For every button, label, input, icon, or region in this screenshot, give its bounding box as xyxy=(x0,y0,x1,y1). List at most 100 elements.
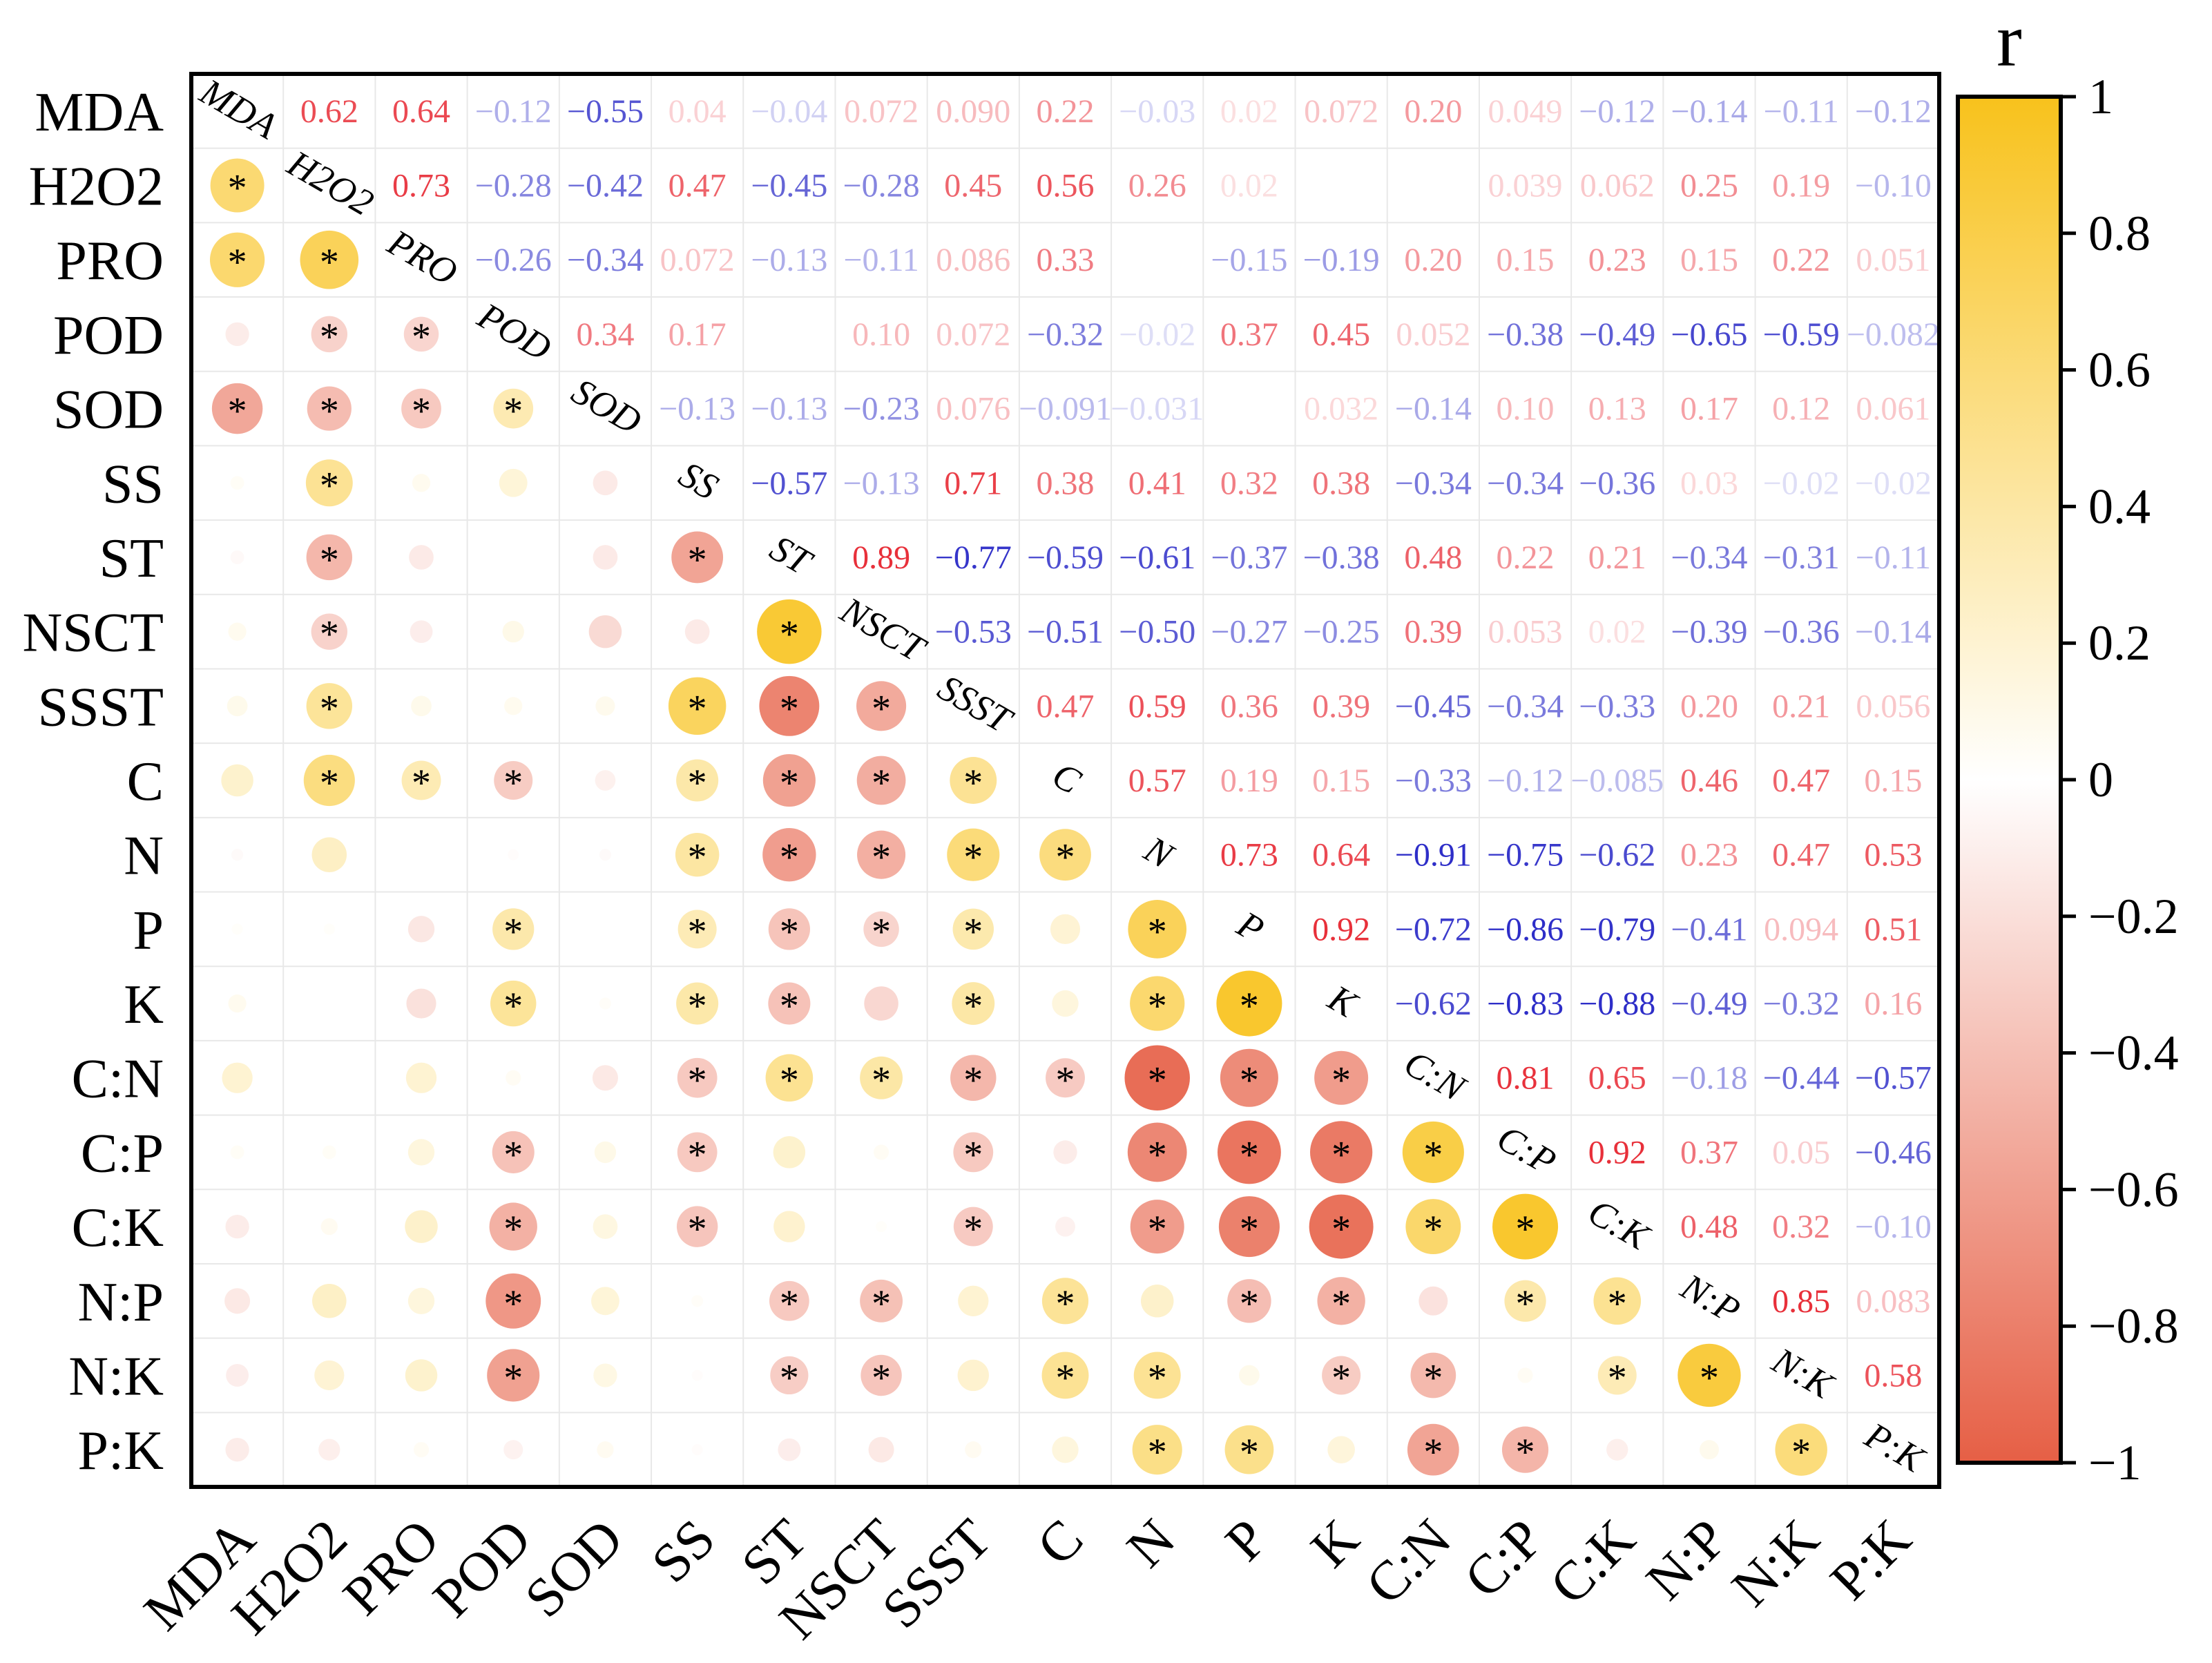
significance-star: * xyxy=(963,836,983,879)
significance-star: * xyxy=(1516,1208,1535,1251)
corr-value-MDA-C: 0.22 xyxy=(1037,93,1095,130)
significance-star: * xyxy=(320,464,339,507)
corr-value-POD-P:K: −0.082 xyxy=(1847,316,1940,353)
corr-circle-C:K-C xyxy=(1055,1216,1075,1237)
corr-value-SS-C:P: −0.34 xyxy=(1487,465,1564,501)
corr-value-C:P-N:P: 0.37 xyxy=(1680,1134,1738,1171)
corr-value-ST-P: −0.37 xyxy=(1211,539,1287,576)
corr-value-POD-NSCT: 0.10 xyxy=(852,316,910,353)
row-label-C:K: C:K xyxy=(72,1198,164,1258)
significance-star: * xyxy=(1331,1133,1351,1176)
corr-value-POD-C:N: 0.052 xyxy=(1396,316,1470,353)
corr-value-ST-N:P: −0.34 xyxy=(1671,539,1747,576)
corr-circle-P-PRO xyxy=(407,916,435,943)
significance-star: * xyxy=(1331,1356,1351,1399)
significance-star: * xyxy=(503,910,523,953)
corr-value-MDA-N: −0.03 xyxy=(1119,93,1195,130)
corr-circle-C:P-NSCT xyxy=(874,1144,889,1160)
corr-value-SOD-K: 0.032 xyxy=(1304,391,1378,427)
significance-star: * xyxy=(780,910,799,953)
colorbar-title: r xyxy=(1997,0,2022,82)
corr-circle-SSST-PRO xyxy=(411,695,432,717)
corr-value-MDA-SS: 0.04 xyxy=(669,93,727,130)
corr-circle-C-POD xyxy=(494,760,533,800)
corr-value-SS-C: 0.38 xyxy=(1037,465,1095,501)
corr-circle-P:K-SS xyxy=(691,1444,703,1456)
corr-circle-ST-SS xyxy=(671,531,724,584)
significance-star: * xyxy=(872,1282,891,1325)
significance-star: * xyxy=(1240,1208,1259,1251)
corr-circle-SSST-SS xyxy=(668,677,727,736)
corr-circle-P-MDA xyxy=(231,923,243,935)
corr-circle-P:K-SOD xyxy=(597,1441,614,1459)
corr-value-PRO-POD: −0.26 xyxy=(475,242,552,278)
significance-star: * xyxy=(963,1059,983,1102)
row-label-C:N: C:N xyxy=(72,1049,164,1110)
colorbar-tick-label: 0.6 xyxy=(2088,343,2151,398)
corr-value-POD-N: −0.02 xyxy=(1119,316,1195,353)
corr-circle-C:N-POD xyxy=(506,1070,521,1086)
significance-star: * xyxy=(1240,1133,1259,1176)
corr-circle-C-PRO xyxy=(401,760,441,800)
corr-value-NSCT-N:P: −0.39 xyxy=(1671,614,1747,651)
corr-circle-SS-MDA xyxy=(230,476,244,490)
corr-circle-N:K-SSST xyxy=(957,1359,989,1392)
corr-circle-P:K-C:K xyxy=(1606,1439,1628,1461)
significance-star: * xyxy=(1056,1356,1075,1399)
corr-circle-N:P-P xyxy=(1227,1279,1271,1323)
corr-value-SOD-N:P: 0.17 xyxy=(1680,391,1738,427)
corr-circle-C-SSST xyxy=(950,757,997,804)
corr-value-C:K-N:P: 0.48 xyxy=(1680,1209,1738,1245)
corr-value-C-N:P: 0.46 xyxy=(1680,762,1738,799)
corr-value-NSCT-P:K: −0.14 xyxy=(1855,614,1932,651)
corr-circle-ST-H2O2 xyxy=(306,534,353,581)
corr-circle-C:P-C:N xyxy=(1402,1121,1464,1184)
corr-value-SSST-C:N: −0.45 xyxy=(1395,688,1472,724)
corr-circle-C:K-P xyxy=(1218,1196,1280,1258)
significance-star: * xyxy=(412,762,431,805)
corr-value-K-C:K: −0.88 xyxy=(1579,986,1655,1022)
corr-circle-K-NSCT xyxy=(864,986,898,1021)
corr-circle-N-SSST xyxy=(947,828,1000,881)
corr-circle-N:K-POD xyxy=(487,1349,540,1402)
corr-circle-N:P-C:N xyxy=(1418,1286,1448,1316)
colorbar-tick-label: −0.6 xyxy=(2088,1162,2179,1217)
corr-circle-N:K-C:N xyxy=(1410,1352,1456,1398)
significance-star: * xyxy=(320,687,339,730)
corr-value-H2O2-SSST: 0.45 xyxy=(944,168,1002,204)
corr-circle-C:K-SS xyxy=(676,1206,718,1247)
corr-circle-C:P-SSST xyxy=(953,1132,994,1173)
corr-circle-P-H2O2 xyxy=(323,923,335,935)
corr-circle-N-NSCT xyxy=(857,830,906,879)
corr-value-ST-C:P: 0.22 xyxy=(1497,539,1555,576)
row-label-SS: SS xyxy=(102,454,164,515)
corr-value-SS-C:K: −0.36 xyxy=(1579,465,1655,501)
corr-value-N-C:K: −0.62 xyxy=(1579,837,1655,874)
diag-label-C: C xyxy=(1046,754,1088,802)
significance-star: * xyxy=(780,762,799,805)
corr-value-PRO-C:P: 0.15 xyxy=(1497,242,1555,278)
corr-circle-P:K-P xyxy=(1224,1425,1274,1474)
significance-star: * xyxy=(1056,1059,1075,1102)
significance-star: * xyxy=(963,762,983,805)
row-label-NSCT: NSCT xyxy=(23,603,164,664)
corr-circle-C:N-SS xyxy=(677,1057,718,1098)
corr-circle-K-PRO xyxy=(406,988,436,1019)
corr-value-MDA-POD: −0.12 xyxy=(475,93,552,130)
diag-label-N: N xyxy=(1137,828,1182,878)
significance-star: * xyxy=(1148,1208,1167,1251)
corr-circle-N:K-SOD xyxy=(593,1363,617,1387)
row-label-P:K: P:K xyxy=(78,1421,164,1481)
col-label-P:K: P:K xyxy=(1819,1508,1923,1612)
corr-circle-C:N-H2O2 xyxy=(323,1072,335,1084)
corr-value-SOD-C:N: −0.14 xyxy=(1395,391,1472,427)
diag-label-K: K xyxy=(1321,977,1366,1026)
significance-star: * xyxy=(1608,1356,1627,1399)
corr-value-N-N:P: 0.23 xyxy=(1680,837,1738,874)
corr-value-C-P:K: 0.15 xyxy=(1864,762,1922,799)
row-label-MDA: MDA xyxy=(35,82,164,143)
corr-circle-C:N-SSST xyxy=(950,1055,997,1101)
corr-value-SOD-P: 0.00 xyxy=(1220,391,1278,427)
corr-circle-N:P-H2O2 xyxy=(312,1284,347,1318)
